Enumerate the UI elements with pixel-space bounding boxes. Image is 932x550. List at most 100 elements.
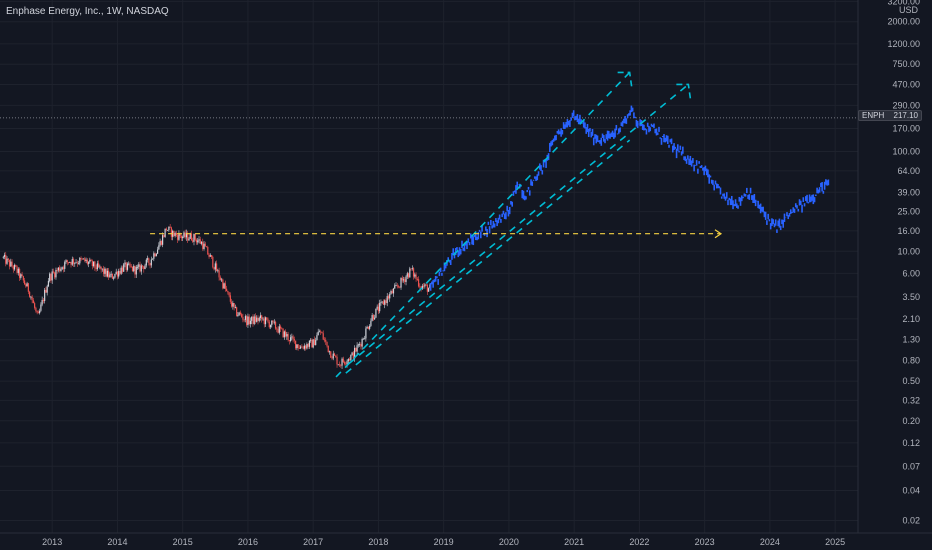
candle-body	[295, 340, 297, 349]
currency-label: USD	[899, 5, 919, 15]
y-tick-label: 1200.00	[887, 39, 920, 49]
candle-body	[318, 331, 321, 333]
candle-body	[134, 265, 136, 275]
candle-body	[65, 260, 67, 263]
candle-body	[178, 233, 180, 240]
candle-body	[345, 363, 347, 365]
candle-body	[3, 254, 6, 257]
candle-body	[197, 240, 199, 243]
candle-body	[66, 260, 68, 263]
candle-body	[405, 276, 407, 282]
candle-body	[323, 339, 326, 341]
candle-body	[271, 320, 273, 326]
candle-body	[239, 312, 242, 315]
candle-body	[227, 291, 229, 293]
y-tick-label: 1.30	[902, 335, 920, 345]
y-tick-label: 470.00	[892, 79, 920, 89]
candle-body	[258, 317, 260, 321]
y-tick-label: 6.00	[902, 268, 920, 278]
candle-body	[263, 318, 265, 325]
candle-body	[279, 326, 282, 329]
candle-body	[424, 284, 426, 287]
candle-body	[12, 266, 14, 270]
candle-body	[15, 264, 17, 267]
candle-body	[49, 273, 51, 281]
candle-body	[189, 233, 191, 239]
y-tick-label: 0.20	[902, 416, 920, 426]
candle-body	[126, 263, 129, 270]
candle-body	[46, 286, 48, 293]
candle-body	[386, 296, 388, 304]
y-tick-label: 16.00	[897, 226, 920, 236]
y-tick-label: 0.80	[902, 356, 920, 366]
candle-body	[30, 296, 32, 298]
candle-body	[343, 362, 346, 364]
candle-body	[37, 312, 39, 314]
candle-body	[377, 306, 380, 312]
candle-body	[11, 261, 13, 267]
candle-body	[175, 232, 178, 236]
candle-body	[251, 316, 253, 321]
candle-body	[149, 262, 151, 266]
candle-body	[131, 266, 134, 272]
candle-body	[410, 268, 412, 270]
candle-body	[332, 353, 334, 359]
candle-body	[36, 310, 38, 313]
candle-body	[315, 340, 317, 346]
candle-body	[56, 269, 58, 271]
candle-body	[371, 315, 373, 321]
candle-body	[159, 240, 161, 246]
candle-body	[60, 268, 62, 272]
channel-line	[348, 83, 689, 365]
candle-body	[16, 266, 18, 273]
candle-body	[382, 301, 385, 305]
candle-body	[391, 291, 393, 294]
candle-body	[394, 285, 396, 289]
candle-body	[287, 334, 289, 341]
candle-body	[162, 235, 164, 245]
candle-body	[94, 261, 96, 268]
candle-body	[32, 300, 34, 304]
current-value: 217.10	[893, 111, 918, 120]
candle-body	[359, 344, 361, 346]
candle-body	[155, 253, 157, 257]
candle-body	[369, 325, 371, 329]
candle-body	[232, 303, 234, 307]
candle-body	[27, 283, 29, 292]
candle-body	[173, 230, 175, 236]
y-tick-label: 64.00	[897, 166, 920, 176]
candle-body	[298, 347, 300, 349]
y-tick-label: 170.00	[892, 124, 920, 134]
candle-body	[242, 316, 244, 320]
candle-body	[226, 288, 228, 292]
candle-body	[264, 317, 267, 325]
candle-body	[414, 274, 416, 277]
candle-body	[389, 294, 391, 299]
x-tick-label: 2022	[629, 537, 649, 547]
candle-body	[75, 262, 77, 264]
candle-body	[45, 289, 47, 293]
candle-body	[404, 279, 406, 282]
candle-body	[366, 326, 368, 329]
candle-body	[392, 288, 395, 294]
y-tick-label: 290.00	[892, 100, 920, 110]
candle-body	[249, 320, 252, 325]
candle-body	[184, 232, 186, 238]
candle-body	[69, 261, 71, 263]
candle-body	[119, 270, 121, 274]
candle-body	[229, 295, 231, 302]
candle-body	[365, 328, 367, 339]
x-tick-label: 2023	[695, 537, 715, 547]
candle-body	[54, 272, 56, 278]
candle-body	[241, 314, 243, 317]
candle-body	[143, 266, 145, 270]
candle-body	[282, 328, 284, 338]
candle-body	[80, 257, 82, 259]
candle-body	[426, 284, 428, 292]
candle-body	[76, 262, 78, 264]
candle-body	[18, 268, 21, 278]
candle-body	[84, 258, 86, 261]
candle-body	[177, 235, 179, 240]
candle-body	[348, 359, 351, 361]
